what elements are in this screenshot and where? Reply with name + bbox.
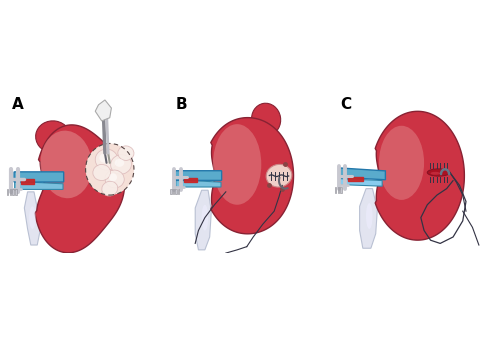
Bar: [170, 189, 172, 194]
Ellipse shape: [252, 103, 280, 135]
Ellipse shape: [40, 131, 92, 198]
Polygon shape: [375, 111, 464, 240]
Ellipse shape: [428, 169, 450, 176]
Polygon shape: [21, 179, 34, 184]
Polygon shape: [340, 179, 382, 186]
Bar: [178, 189, 180, 194]
Bar: [176, 189, 177, 194]
Bar: [10, 189, 11, 195]
Text: C: C: [340, 97, 351, 112]
Ellipse shape: [86, 144, 134, 195]
Ellipse shape: [110, 155, 132, 174]
Ellipse shape: [114, 159, 124, 167]
Polygon shape: [340, 168, 386, 180]
Polygon shape: [24, 192, 40, 245]
Bar: [334, 187, 336, 193]
Polygon shape: [360, 189, 378, 248]
Bar: [6, 189, 8, 195]
Ellipse shape: [430, 172, 440, 175]
Polygon shape: [96, 100, 112, 121]
Text: B: B: [176, 97, 188, 112]
Polygon shape: [195, 190, 212, 250]
Polygon shape: [176, 180, 221, 187]
Polygon shape: [35, 125, 124, 253]
Ellipse shape: [93, 165, 110, 180]
FancyBboxPatch shape: [175, 171, 222, 180]
Ellipse shape: [102, 181, 118, 196]
Ellipse shape: [109, 173, 117, 181]
Bar: [173, 189, 174, 194]
Ellipse shape: [366, 203, 372, 229]
Ellipse shape: [118, 146, 134, 160]
Polygon shape: [184, 178, 197, 182]
Ellipse shape: [379, 126, 424, 200]
Ellipse shape: [29, 206, 35, 229]
Ellipse shape: [36, 121, 71, 153]
Ellipse shape: [105, 170, 124, 188]
Polygon shape: [348, 177, 363, 180]
Bar: [12, 189, 14, 195]
Bar: [338, 187, 339, 193]
Polygon shape: [211, 118, 294, 234]
Ellipse shape: [202, 205, 208, 230]
Ellipse shape: [96, 149, 118, 170]
Bar: [16, 189, 17, 195]
Ellipse shape: [266, 164, 292, 187]
Polygon shape: [14, 181, 63, 189]
Ellipse shape: [213, 124, 262, 205]
Text: A: A: [12, 97, 23, 112]
Ellipse shape: [100, 153, 110, 163]
FancyBboxPatch shape: [14, 172, 64, 182]
Bar: [340, 187, 342, 193]
